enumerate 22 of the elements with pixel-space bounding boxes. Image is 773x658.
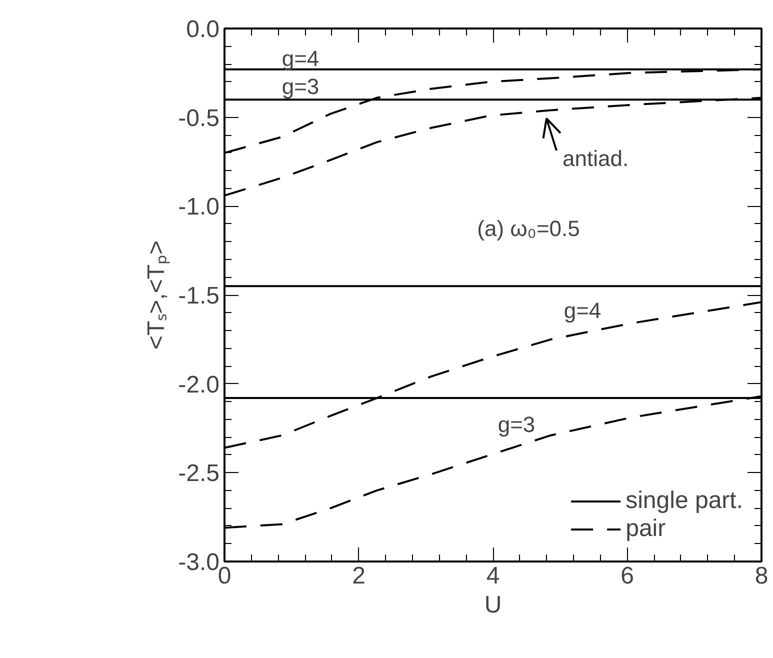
legend-label: single part. xyxy=(626,487,743,515)
y-tick-label: 0.0 xyxy=(186,16,220,43)
annotation: g=3 xyxy=(282,74,320,99)
x-axis-title: U xyxy=(484,592,502,618)
annotation: g=4 xyxy=(564,298,602,323)
x-tick-label: 6 xyxy=(620,562,634,590)
y-tick-label: -0.5 xyxy=(178,104,220,132)
y-axis-title: <Tₛ>,<Tₚ> xyxy=(143,240,170,350)
annotation: antiad. xyxy=(562,146,629,171)
x-tick-label: 2 xyxy=(352,562,366,590)
y-tick-label: -1.5 xyxy=(178,282,220,310)
legend-label: pair xyxy=(626,515,666,543)
annotation: g=3 xyxy=(498,412,536,437)
x-tick-label: 0 xyxy=(218,562,232,590)
y-tick-label: -3.0 xyxy=(178,549,220,576)
y-tick-label: -1.0 xyxy=(178,194,220,221)
x-tick-label: 4 xyxy=(486,562,500,590)
x-tick-label: 8 xyxy=(754,562,768,590)
y-tick-label: -2.5 xyxy=(178,460,220,488)
y-tick-label: -2.0 xyxy=(178,371,220,398)
annotation: (a) ω₀=0.5 xyxy=(477,216,580,241)
annotation: g=4 xyxy=(282,46,320,71)
